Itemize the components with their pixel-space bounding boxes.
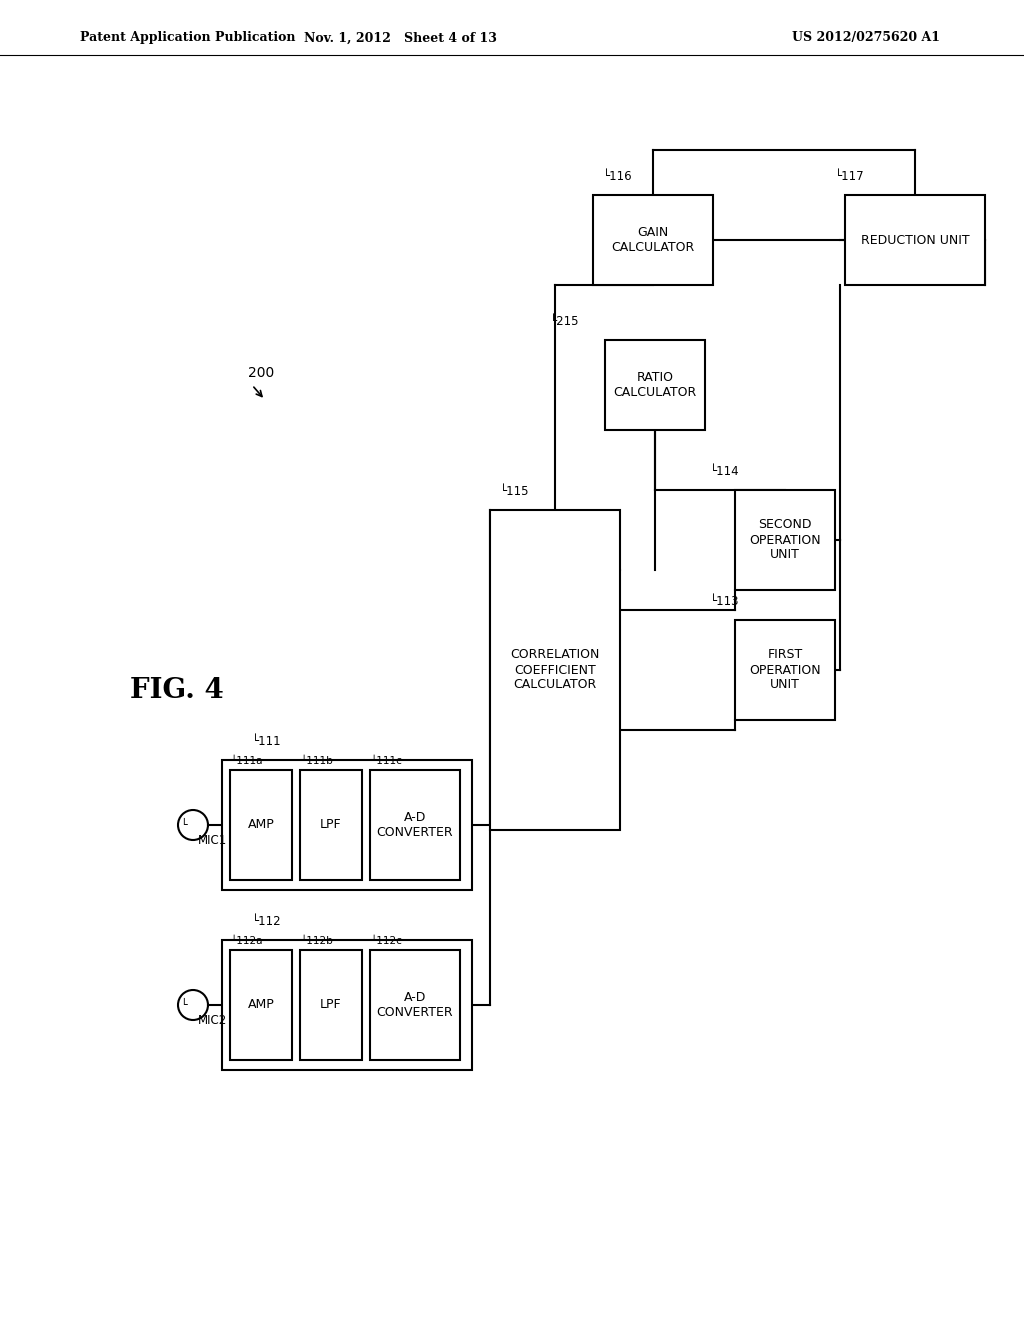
Bar bbox=[735, 490, 835, 590]
Text: A-D
CONVERTER: A-D CONVERTER bbox=[377, 810, 454, 840]
Text: REDUCTION UNIT: REDUCTION UNIT bbox=[861, 234, 970, 247]
Bar bbox=[300, 950, 362, 1060]
Text: └111a: └111a bbox=[230, 756, 262, 766]
Text: Patent Application Publication: Patent Application Publication bbox=[80, 32, 296, 45]
Text: 200: 200 bbox=[248, 366, 274, 380]
Text: └115: └115 bbox=[500, 484, 529, 498]
Text: └111c: └111c bbox=[370, 756, 401, 766]
Text: CORRELATION
COEFFICIENT
CALCULATOR: CORRELATION COEFFICIENT CALCULATOR bbox=[510, 648, 600, 692]
Text: AMP: AMP bbox=[248, 818, 274, 832]
Text: AMP: AMP bbox=[248, 998, 274, 1011]
Text: └116: └116 bbox=[603, 170, 633, 183]
Text: MIC2: MIC2 bbox=[198, 1014, 227, 1027]
Text: └: └ bbox=[180, 1001, 186, 1010]
Text: └113: └113 bbox=[710, 595, 739, 609]
Bar bbox=[735, 620, 835, 719]
Text: └215: └215 bbox=[550, 315, 580, 327]
Bar bbox=[222, 760, 472, 890]
Text: └112b: └112b bbox=[300, 936, 333, 946]
Text: └111b: └111b bbox=[300, 756, 333, 766]
Bar bbox=[230, 770, 292, 880]
Bar bbox=[230, 950, 292, 1060]
Text: └111: └111 bbox=[252, 735, 282, 748]
Text: └114: └114 bbox=[710, 465, 739, 478]
Text: FIG. 4: FIG. 4 bbox=[130, 676, 224, 704]
Text: GAIN
CALCULATOR: GAIN CALCULATOR bbox=[611, 226, 694, 253]
Bar bbox=[605, 341, 705, 430]
Bar bbox=[593, 195, 713, 285]
Text: └: └ bbox=[180, 820, 186, 830]
Text: FIRST
OPERATION
UNIT: FIRST OPERATION UNIT bbox=[750, 648, 821, 692]
Text: MIC1: MIC1 bbox=[198, 834, 227, 847]
Bar bbox=[845, 195, 985, 285]
Text: └112a: └112a bbox=[230, 936, 262, 946]
Text: A-D
CONVERTER: A-D CONVERTER bbox=[377, 991, 454, 1019]
Text: US 2012/0275620 A1: US 2012/0275620 A1 bbox=[792, 32, 940, 45]
Text: └112: └112 bbox=[252, 915, 282, 928]
Bar bbox=[490, 510, 620, 830]
Bar bbox=[370, 770, 460, 880]
Text: LPF: LPF bbox=[321, 998, 342, 1011]
Bar bbox=[300, 770, 362, 880]
Bar bbox=[370, 950, 460, 1060]
Bar bbox=[222, 940, 472, 1071]
Text: RATIO
CALCULATOR: RATIO CALCULATOR bbox=[613, 371, 696, 399]
Text: SECOND
OPERATION
UNIT: SECOND OPERATION UNIT bbox=[750, 519, 821, 561]
Text: └117: └117 bbox=[835, 170, 864, 183]
Text: └112c: └112c bbox=[370, 936, 401, 946]
Text: Nov. 1, 2012   Sheet 4 of 13: Nov. 1, 2012 Sheet 4 of 13 bbox=[303, 32, 497, 45]
Text: LPF: LPF bbox=[321, 818, 342, 832]
